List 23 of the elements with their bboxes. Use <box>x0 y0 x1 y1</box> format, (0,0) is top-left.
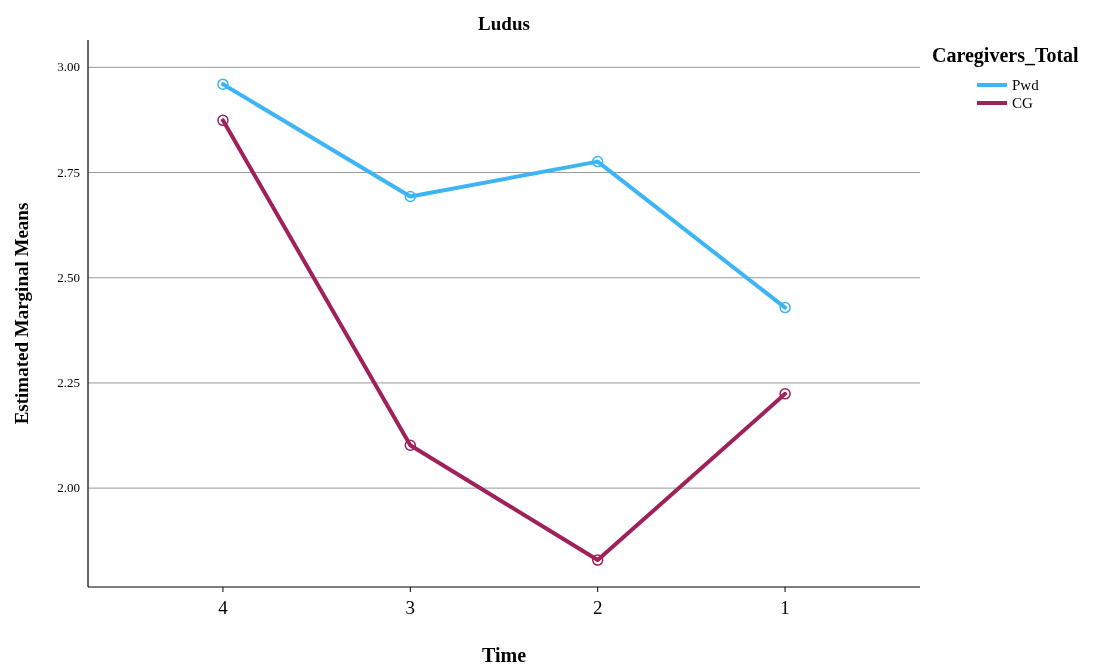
y-tick-label: 2.50 <box>57 269 80 285</box>
y-tick-label: 2.75 <box>57 164 80 180</box>
point <box>404 439 417 451</box>
x-tick-label: 2 <box>592 597 603 618</box>
point <box>779 301 791 314</box>
legend-title: Caregivers_Total <box>932 44 1080 67</box>
point <box>591 155 604 168</box>
point <box>217 114 229 127</box>
point <box>217 78 229 90</box>
y-tick-label: 2.00 <box>57 480 80 496</box>
y-tick-label: 3.00 <box>57 59 80 75</box>
chart-title: Ludus <box>478 13 530 34</box>
y-axis-title: Estimated Marginal Means <box>11 202 32 425</box>
point <box>779 388 791 400</box>
legend-label: Pwd <box>1012 77 1040 93</box>
y-tick-label: 2.25 <box>57 374 80 390</box>
x-tick-label: 1 <box>780 597 790 618</box>
point <box>591 554 604 566</box>
x-tick-label: 3 <box>405 597 416 618</box>
x-axis-title: Time <box>481 644 527 666</box>
legend-label: CG <box>1012 95 1033 111</box>
x-tick-label: 4 <box>218 597 229 618</box>
point <box>404 190 417 203</box>
